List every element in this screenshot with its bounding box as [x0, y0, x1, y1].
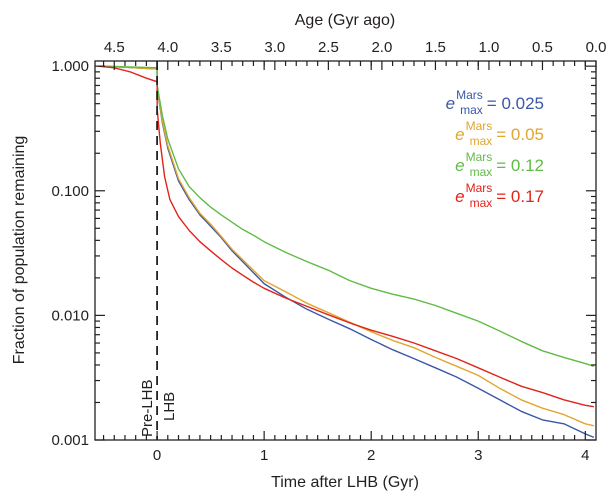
top-tick-label: 1.5 — [425, 39, 446, 56]
top-tick-label: 2.5 — [318, 39, 339, 56]
legend-superscript: Mars — [456, 88, 483, 102]
lhb-label: LHB — [161, 392, 178, 421]
top-tick-label: 4.5 — [104, 39, 125, 56]
top-tick-label: 0.5 — [532, 39, 553, 56]
y-tick-label: 0.010 — [51, 307, 89, 324]
top-tick-label: 3.5 — [211, 39, 232, 56]
legend-variable: e — [446, 94, 455, 113]
top-axis-title: Age (Gyr ago) — [295, 12, 395, 29]
top-tick-label: 4.0 — [157, 39, 178, 56]
legend-value: = 0.025 — [487, 94, 544, 113]
y-tick-label: 1.000 — [51, 58, 89, 75]
pre-lhb-label: Pre-LHB — [139, 379, 156, 437]
legend-subscript: max — [470, 196, 493, 210]
legend-value: = 0.17 — [496, 187, 544, 206]
top-tick-label: 3.0 — [264, 39, 285, 56]
x-axis-title: Time after LHB (Gyr) — [271, 474, 419, 491]
x-tick-label: 3 — [474, 447, 482, 464]
legend-superscript: Mars — [466, 150, 493, 164]
series-line-2 — [98, 65, 595, 427]
y-tick-label: 0.001 — [51, 432, 89, 449]
x-tick-label: 0 — [153, 447, 161, 464]
legend-subscript: max — [470, 134, 493, 148]
legend-superscript: Mars — [466, 181, 493, 195]
legend-subscript: max — [460, 103, 483, 117]
series-line-1 — [98, 65, 595, 439]
plot-frame — [94, 60, 597, 441]
legend-value: = 0.05 — [496, 125, 544, 144]
series-layer — [98, 65, 595, 439]
legend-subscript: max — [470, 165, 493, 179]
x-tick-label: 4 — [581, 447, 589, 464]
series-line-3 — [98, 65, 595, 367]
top-tick-label: 2.0 — [371, 39, 392, 56]
legend-variable: e — [455, 125, 464, 144]
top-tick-label: 0.0 — [586, 39, 607, 56]
y-axis-title: Fraction of population remaining — [11, 136, 28, 365]
legend-variable: e — [455, 156, 464, 175]
legend-variable: e — [455, 187, 464, 206]
top-tick-label: 1.0 — [479, 39, 500, 56]
legend-value: = 0.12 — [496, 156, 544, 175]
legend-superscript: Mars — [466, 119, 493, 133]
y-tick-label: 0.100 — [51, 183, 89, 200]
x-tick-label: 2 — [367, 447, 375, 464]
series-line-4 — [98, 65, 595, 408]
x-tick-label: 1 — [260, 447, 268, 464]
